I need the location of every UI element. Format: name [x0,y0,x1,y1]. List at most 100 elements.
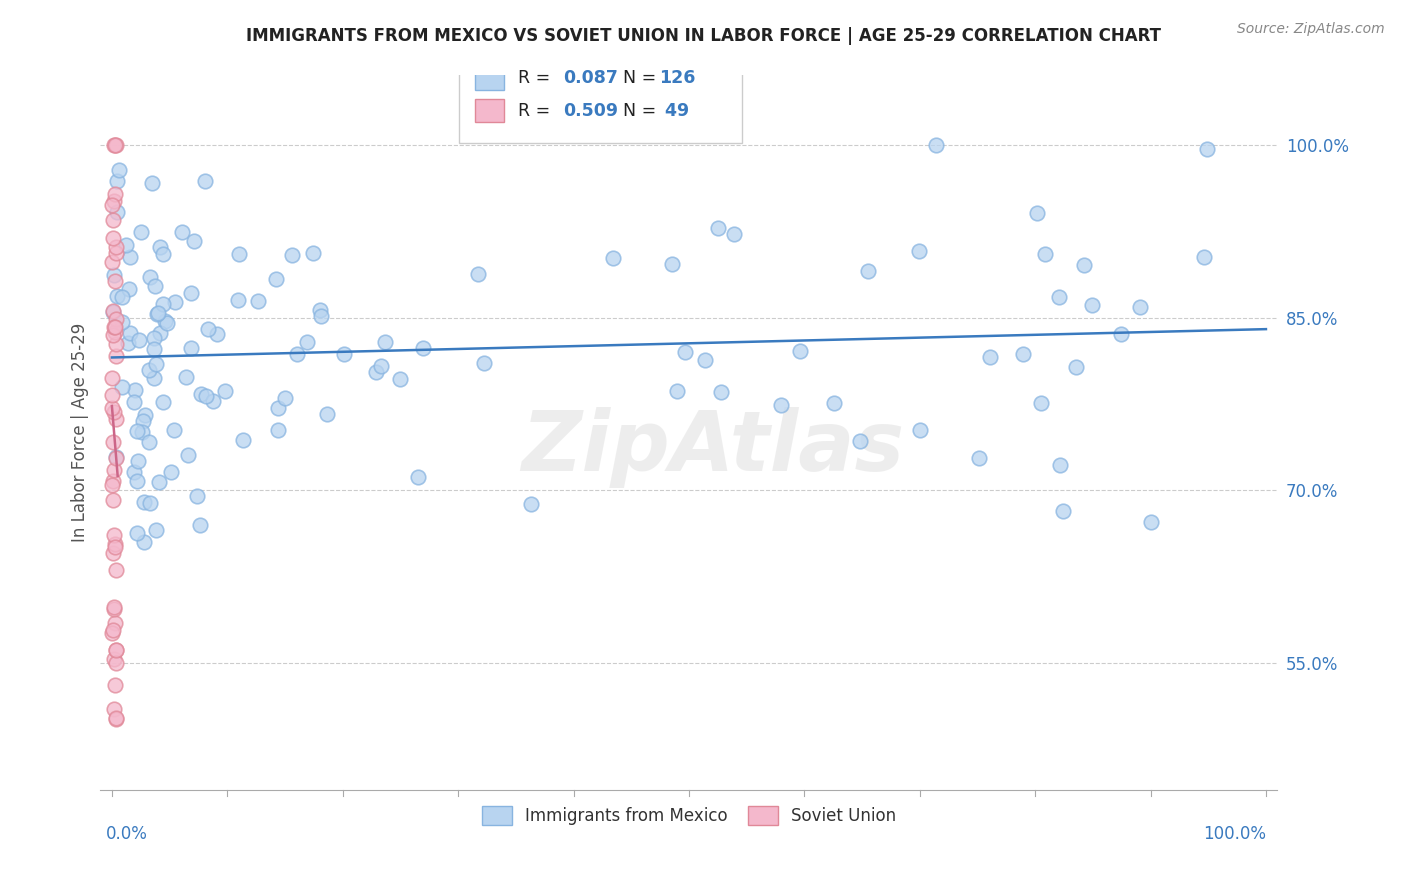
Point [1192,250,1215,264]
Point [856,264,879,278]
Point [1080,298,1102,312]
Point [104,137,127,152]
Point [103,194,125,209]
Point [190,387,212,401]
Point [273,391,295,405]
Point [105,312,128,326]
Point [103,304,125,318]
Point [1140,515,1163,529]
Point [138,435,160,450]
Point [101,388,124,402]
Point [285,347,308,361]
Point [104,615,127,630]
Point [120,326,142,340]
Point [180,285,202,300]
Point [723,227,745,241]
Point [105,450,128,465]
Text: Source: ZipAtlas.com: Source: ZipAtlas.com [1237,22,1385,37]
Point [142,331,165,345]
Point [148,475,170,489]
Point [145,524,167,538]
Point [104,563,127,577]
Point [695,352,717,367]
Point [467,267,489,281]
Point [374,334,396,349]
Point [967,450,990,465]
Point [1109,327,1132,342]
Point [194,174,217,188]
Point [188,518,211,533]
Point [104,137,127,152]
Point [602,251,624,265]
Point [129,225,152,239]
Point [134,408,156,422]
Point [103,230,125,244]
Point [104,319,127,334]
Point [666,384,689,399]
Point [156,316,179,330]
Point [823,396,845,410]
Point [301,245,323,260]
Text: 0.0%: 0.0% [105,825,148,843]
Point [103,702,125,716]
Point [408,470,430,484]
Point [105,240,128,254]
Point [149,240,172,254]
Point [103,599,125,614]
Point [165,295,187,310]
Point [366,365,388,379]
FancyBboxPatch shape [475,67,505,90]
Point [117,336,139,351]
Point [103,463,125,477]
Point [125,526,148,541]
Point [1129,300,1152,314]
Point [104,246,127,260]
Point [246,294,269,309]
Point [228,247,250,261]
Text: 49: 49 [659,103,689,120]
Point [117,282,139,296]
Point [101,371,124,385]
Point [103,652,125,666]
Point [186,489,208,503]
Point [163,423,186,437]
Point [101,213,124,227]
Point [143,278,166,293]
Point [118,250,141,264]
Text: N =: N = [613,103,662,120]
Point [267,423,290,437]
Point [138,363,160,377]
Point [111,290,134,304]
Point [194,389,217,403]
Point [149,326,172,340]
Point [103,434,125,449]
Point [1195,142,1218,156]
Point [104,336,127,351]
Point [105,289,128,303]
Point [104,711,127,725]
Point [226,293,249,307]
Point [388,372,411,386]
Point [143,343,166,357]
Point [104,643,127,657]
Point [127,474,149,488]
Point [180,341,202,355]
Point [295,335,318,350]
Point [104,450,127,464]
Text: 0.087: 0.087 [562,69,617,87]
Point [1033,246,1056,260]
Point [474,356,496,370]
Y-axis label: In Labor Force | Age 25-29: In Labor Force | Age 25-29 [72,323,89,542]
Point [412,341,434,355]
Point [141,176,163,190]
Point [104,643,127,657]
Point [103,405,125,419]
Point [104,537,127,551]
Point [177,449,200,463]
Point [1049,458,1071,472]
Point [104,186,127,201]
Point [159,465,181,479]
Point [155,314,177,328]
Point [105,412,128,426]
Point [146,306,169,320]
